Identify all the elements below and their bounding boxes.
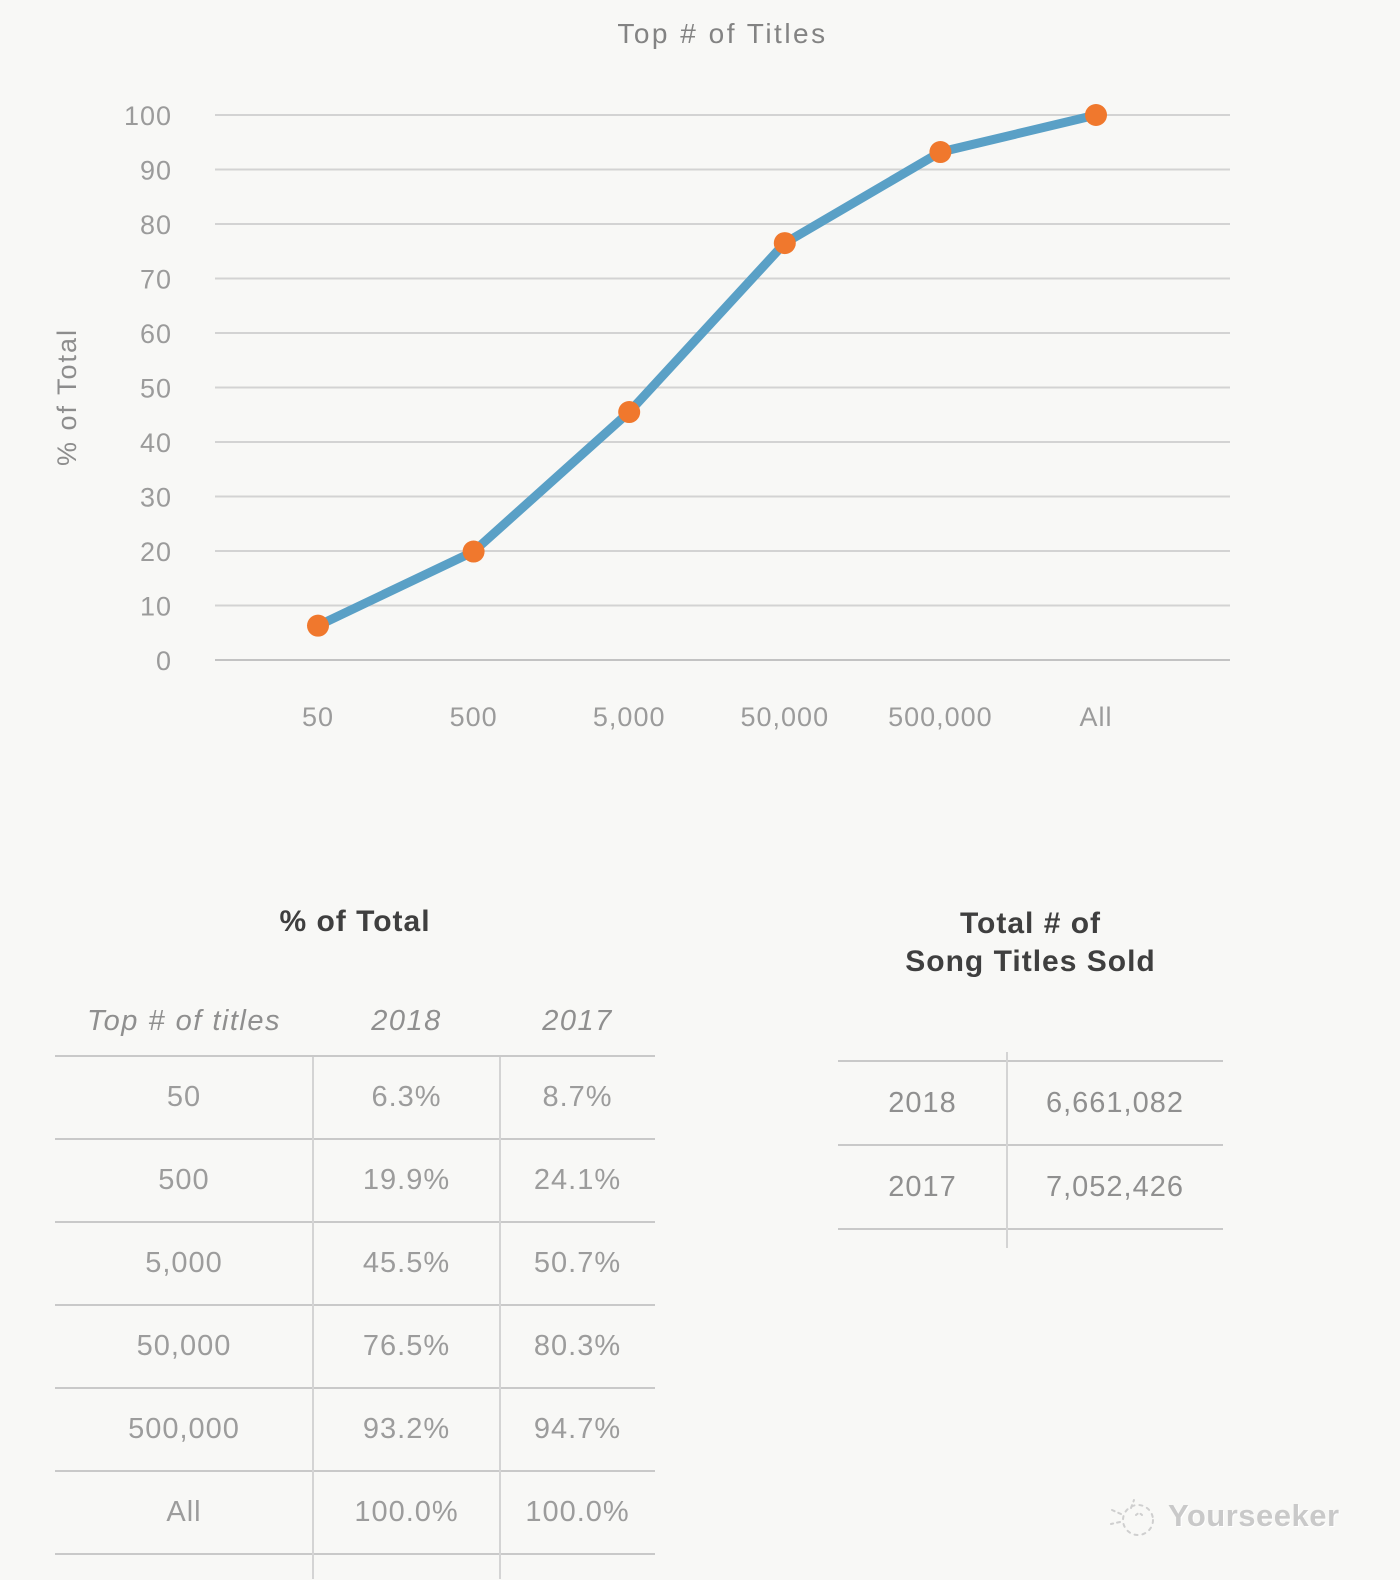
table-row: All 100.0% 100.0% bbox=[55, 1472, 655, 1555]
y-tick-label: 50 bbox=[140, 374, 172, 404]
totals-table-title-line1: Total # of bbox=[959, 907, 1102, 940]
y-tick-label: 70 bbox=[140, 265, 172, 295]
y-tick-label: 40 bbox=[140, 428, 172, 458]
pct-table-header-cell: 2018 bbox=[371, 1005, 442, 1037]
y-tick-label: 10 bbox=[140, 592, 172, 622]
table-row: 5,000 45.5% 50.7% bbox=[55, 1223, 655, 1306]
table-cell: 24.1% bbox=[533, 1164, 622, 1196]
table-cell: 45.5% bbox=[362, 1247, 451, 1279]
y-tick-label: 90 bbox=[140, 156, 172, 186]
table-row: 500 19.9% 24.1% bbox=[55, 1140, 655, 1223]
table-row: 2017 7,052,426 bbox=[838, 1146, 1223, 1230]
y-tick-label: 0 bbox=[156, 646, 172, 676]
table-cell: 500,000 bbox=[128, 1413, 240, 1445]
data-point bbox=[773, 232, 796, 255]
watermark-text: Yourseeker bbox=[1168, 1498, 1340, 1533]
table-cell: 93.2% bbox=[362, 1413, 451, 1445]
column-divider bbox=[499, 1057, 501, 1579]
data-line bbox=[313, 110, 1101, 631]
table-cell: 50.7% bbox=[533, 1247, 622, 1279]
pct-table-header: Top # of titles 2018 2017 bbox=[55, 1005, 655, 1038]
table-cell: 76.5% bbox=[362, 1330, 451, 1362]
x-tick-label: 50,000 bbox=[741, 702, 830, 732]
x-tick-label: All bbox=[1079, 702, 1112, 732]
table-cell: 6.3% bbox=[371, 1081, 442, 1113]
data-point bbox=[618, 401, 641, 424]
totals-table: Total # of Song Titles Sold 2018 6,661,08… bbox=[838, 905, 1223, 1265]
pct-table-body: 50 6.3% 8.7% 500 19.9% 24.1% 5,000 45.5% 50.7% 50… bbox=[55, 1055, 655, 1579]
totals-table-title: Total # of Song Titles Sold bbox=[838, 905, 1223, 981]
chart-title: Top # of Titles bbox=[617, 18, 828, 49]
pct-table-title: % of Total bbox=[279, 905, 431, 938]
table-cell: 19.9% bbox=[362, 1164, 451, 1196]
table-row: 2018 6,661,082 bbox=[838, 1062, 1223, 1146]
table-cell: All bbox=[166, 1496, 202, 1528]
pct-table: % of Total Top # of titles 2018 2017 50 6… bbox=[55, 905, 655, 1580]
table-cell: 8.7% bbox=[542, 1081, 613, 1113]
x-tick-label: 500,000 bbox=[888, 702, 993, 732]
totals-table-title-line2: Song Titles Sold bbox=[905, 945, 1156, 978]
table-row: 50 6.3% 8.7% bbox=[55, 1057, 655, 1140]
data-point bbox=[929, 141, 952, 164]
pct-table-header-cell: Top # of titles bbox=[87, 1005, 281, 1037]
y-tick-label: 30 bbox=[140, 483, 172, 513]
y-tick-label: 80 bbox=[140, 210, 172, 240]
table-row: 50,000 76.5% 80.3% bbox=[55, 1306, 655, 1389]
column-divider bbox=[1006, 1052, 1008, 1248]
x-tick-label: 50 bbox=[302, 702, 334, 732]
pct-table-header-cell: 2017 bbox=[542, 1005, 613, 1037]
y-tick-label: 20 bbox=[140, 537, 172, 567]
table-cell: 80.3% bbox=[533, 1330, 622, 1362]
y-tick-label: 100 bbox=[124, 101, 172, 131]
table-row: 500,000 93.2% 94.7% bbox=[55, 1389, 655, 1472]
data-point bbox=[1085, 104, 1107, 126]
table-cell: 94.7% bbox=[533, 1413, 622, 1445]
table-cell: 7,052,426 bbox=[1045, 1170, 1184, 1203]
table-cell: 100.0% bbox=[354, 1496, 459, 1528]
table-cell: 500 bbox=[158, 1164, 210, 1196]
chart-plot-area: 0 10 20 30 40 50 60 70 80 90 100 50 500 5,000 50,000 50… bbox=[124, 101, 1230, 732]
table-cell: 100.0% bbox=[525, 1496, 630, 1528]
yourseeker-logo-icon bbox=[1110, 1499, 1154, 1536]
table-cell: 2017 bbox=[888, 1170, 957, 1203]
table-cell: 5,000 bbox=[145, 1247, 223, 1279]
x-tick-label: 5,000 bbox=[593, 702, 666, 732]
watermark: Yourseeker bbox=[1108, 1488, 1340, 1544]
data-point bbox=[307, 614, 329, 637]
table-cell: 6,661,082 bbox=[1045, 1086, 1184, 1119]
table-cell: 50,000 bbox=[136, 1330, 232, 1362]
data-point bbox=[462, 540, 485, 563]
x-tick-label: 500 bbox=[450, 702, 498, 732]
totals-table-body: 2018 6,661,082 2017 7,052,426 bbox=[838, 1052, 1223, 1248]
table-cell: 50 bbox=[166, 1081, 202, 1113]
y-tick-label: 60 bbox=[140, 319, 172, 349]
table-cell: 2018 bbox=[888, 1086, 957, 1119]
column-divider bbox=[312, 1057, 314, 1579]
